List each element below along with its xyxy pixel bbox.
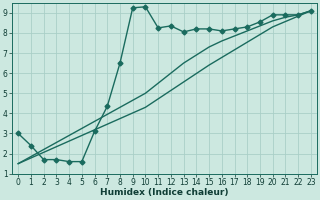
X-axis label: Humidex (Indice chaleur): Humidex (Indice chaleur) [100, 188, 229, 197]
